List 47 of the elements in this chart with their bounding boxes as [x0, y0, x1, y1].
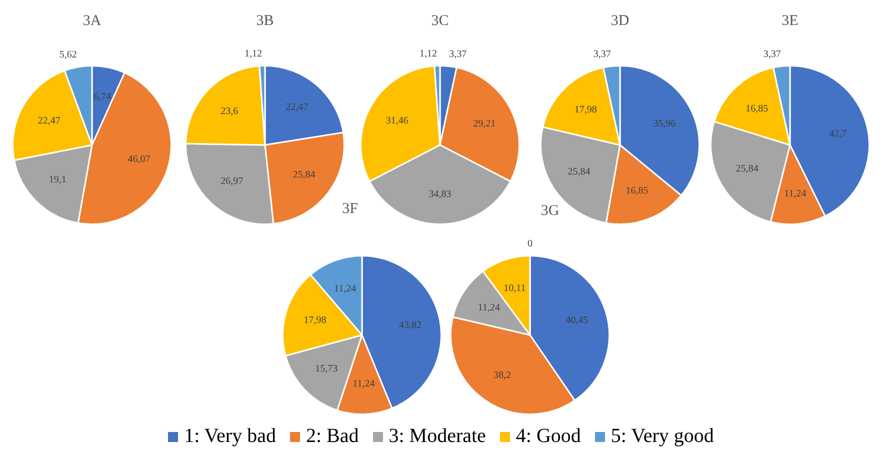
data-label: 26,97 [220, 176, 244, 187]
data-label: 17,98 [574, 104, 597, 116]
legend-label: 3: Moderate [388, 425, 486, 448]
data-label: 22,47 [38, 116, 60, 127]
data-label: 46,07 [128, 154, 150, 166]
text: 0 [528, 238, 532, 250]
data-label: 16,85 [746, 103, 768, 114]
data-label: 25,84 [292, 169, 316, 180]
data-label: 16,85 [626, 186, 648, 197]
data-label: 19,1 [48, 174, 66, 186]
chart-title: 3F [341, 201, 359, 218]
data-label: 34,83 [428, 188, 452, 200]
chart-title: 3E [780, 13, 800, 30]
data-label: 3,37 [763, 48, 781, 60]
data-label: 6,74 [94, 92, 112, 103]
chart-title: 3C [430, 13, 450, 30]
data-label: 1,12 [419, 48, 437, 60]
data-label: 17,98 [304, 315, 326, 326]
data-label: 22,47 [286, 102, 308, 114]
data-label: 35,96 [653, 118, 676, 130]
chart-title: 3D [610, 13, 630, 30]
data-label: 11,24 [478, 302, 500, 314]
chart-title: 3G [540, 203, 560, 220]
chart-title: 3A [82, 13, 102, 30]
data-label: 25,84 [736, 164, 758, 175]
data-label: 10,11 [504, 282, 526, 294]
data-label: 38,2 [494, 370, 512, 382]
chart-title: 3B [255, 13, 275, 30]
data-label: 3,37 [449, 48, 467, 60]
data-label: 5,62 [59, 50, 77, 61]
legend-label: 4: Good [516, 425, 581, 448]
data-label: 25,84 [568, 166, 590, 178]
legend-label: 1: Very bad [184, 425, 276, 448]
data-label: 11,24 [352, 378, 375, 390]
data-label: 40,45 [566, 315, 588, 326]
data-label: 42,7 [829, 128, 847, 140]
legend-label: 5: Very good [610, 425, 714, 448]
data-label: 1,12 [244, 48, 262, 60]
data-label: 29,21 [473, 118, 496, 130]
data-label: 31,46 [386, 116, 408, 127]
data-label: 11,24 [784, 188, 806, 200]
data-label: 3,37 [593, 48, 611, 60]
data-label: 15,73 [315, 363, 338, 374]
data-label: 43,82 [398, 320, 422, 332]
legend-label: 2: Bad [306, 425, 359, 448]
data-label: 23,6 [220, 106, 238, 117]
data-label: 11,24 [334, 284, 356, 295]
